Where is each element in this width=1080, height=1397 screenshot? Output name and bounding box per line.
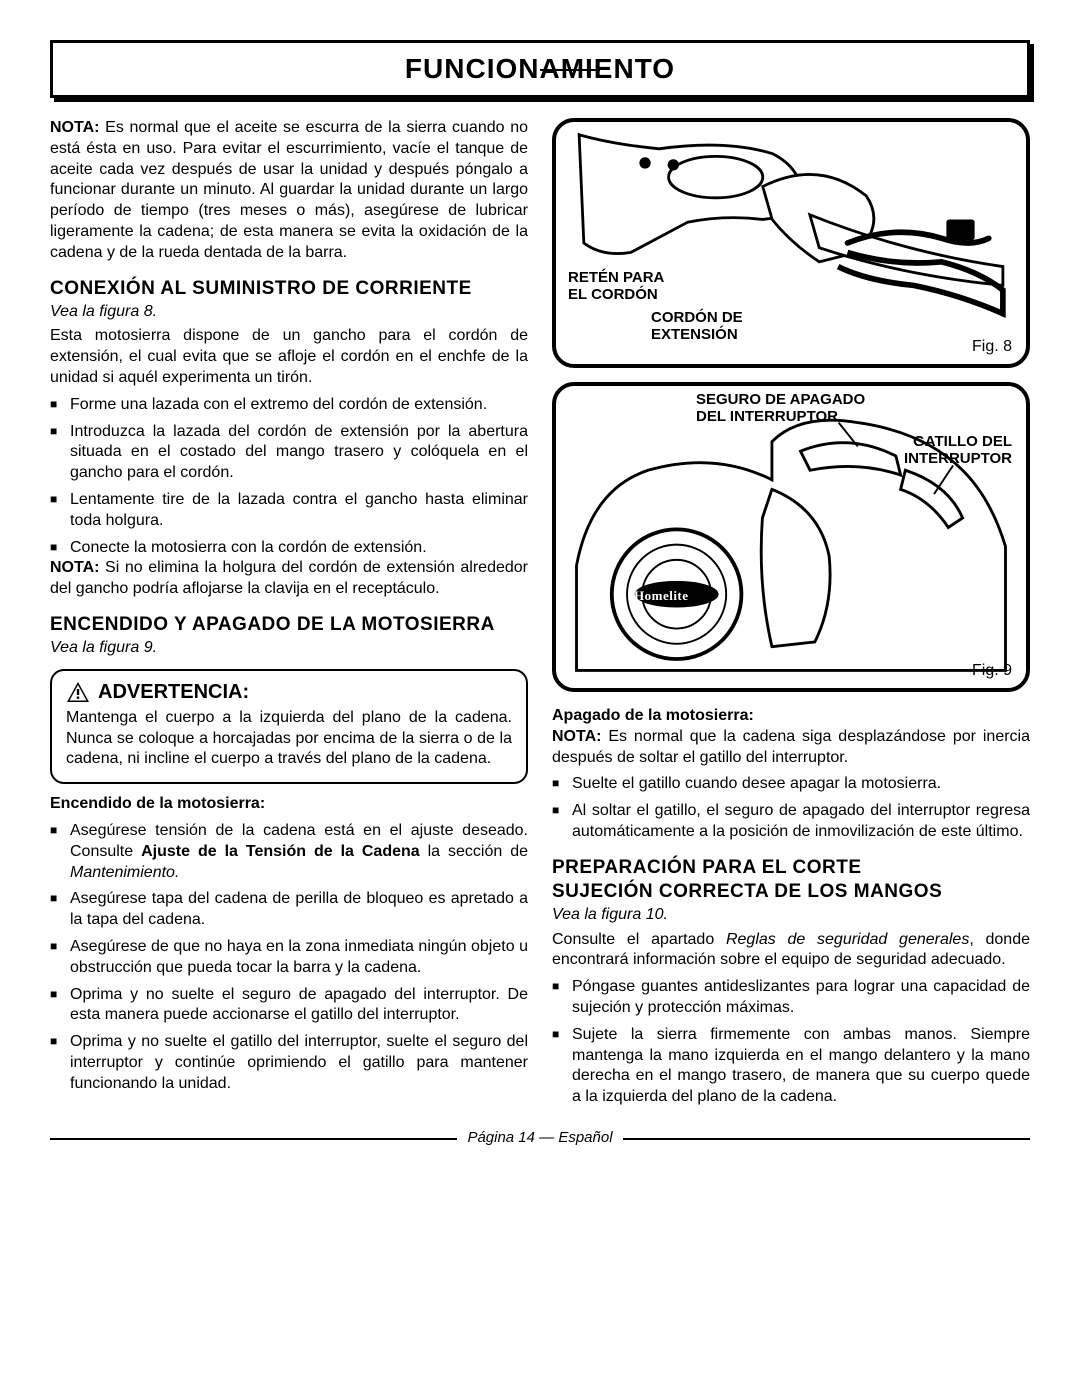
nota-1-label: NOTA: [50,119,99,136]
list-item: Oprima y no suelte el gatillo del interr… [50,1032,528,1094]
nota-1-text: Es normal que el aceite se escurra de la… [50,119,528,261]
nota-3: NOTA: Es normal que la cadena siga despl… [552,727,1030,769]
nota-1: NOTA: Es normal que el aceite se escurra… [50,118,528,264]
warning-box: ADVERTENCIA: Mantenga el cuerpo a la izq… [50,669,528,784]
list-item: Asegúrese tapa del cadena de perilla de … [50,889,528,931]
brand-label: Homelite [634,588,689,604]
right-column: RETÉN PARA EL CORDÓN CORDÓN DE EXTENSIÓN… [552,118,1030,1108]
list-item: Suelte el gatillo cuando desee apagar la… [552,774,1030,795]
nota-2: NOTA: Si no elimina la holgura del cordó… [50,558,528,600]
heading-encendido: ENCENDIDO Y APAGADO DE LA MOTOSIERRA [50,614,528,636]
list-item: Lentamente tire de la lazada contra el g… [50,490,528,532]
chainsaw-fig8-illustration [564,130,1018,356]
encendido-list: Asegúrese tensión de la cadena está en e… [50,821,528,1095]
sub-apagado: Apagado de la motosierra: [552,706,1030,727]
apagado-list: Suelte el gatillo cuando desee apagar la… [552,774,1030,842]
list-item: Forme una lazada con el extremo del cord… [50,395,528,416]
figure-8: RETÉN PARA EL CORDÓN CORDÓN DE EXTENSIÓN… [552,118,1030,368]
fig9-label-1: SEGURO DE APAGADO DEL INTERRUPTOR [696,392,865,425]
nota-2-text: Si no elimina la holgura del cordón de e… [50,559,528,597]
list-item: Sujete la sierra firmemente con ambas ma… [552,1025,1030,1108]
warning-icon [66,681,90,703]
see-fig-9: Vea la figura 9. [50,638,528,659]
fig8-label-2: CORDÓN DE EXTENSIÓN [651,310,743,343]
fig8-number: Fig. 8 [972,338,1012,356]
page-title-box: FUNCIONAMIENTO [50,40,1030,98]
heading-sujecion: SUJECIÓN CORRECTA DE LOS MANGOS [552,881,1030,903]
warning-body: Mantenga el cuerpo a la izquierda del pl… [66,708,512,770]
warning-title-row: ADVERTENCIA: [66,681,512,704]
list-item: Al soltar el gatillo, el seguro de apaga… [552,801,1030,843]
content-columns: NOTA: Es normal que el aceite se escurra… [50,118,1030,1108]
fig8-label-1: RETÉN PARA EL CORDÓN [568,270,664,303]
nota-3-text: Es normal que la cadena siga desplazándo… [552,728,1030,766]
list-item: Introduzca la lazada del cordón de exten… [50,422,528,484]
heading-preparacion: PREPARACIÓN PARA EL CORTE [552,857,1030,879]
prep-list: Póngase guantes antideslizantes para log… [552,977,1030,1108]
page-title: FUNCIONAMIENTO [53,53,1027,85]
nota-2-label: NOTA: [50,559,99,576]
nota-3-label: NOTA: [552,728,601,745]
sub-encendido: Encendido de la motosierra: [50,794,528,815]
page-number: Página 14 — Español [457,1129,622,1146]
figure-9: Homelite SEGURO DE APAGADO DEL INTERRUPT… [552,382,1030,692]
list-item: Conecte la motosierra con la cordón de e… [50,538,528,559]
list-item: Póngase guantes antideslizantes para log… [552,977,1030,1019]
fig9-number: Fig. 9 [972,662,1012,680]
left-column: NOTA: Es normal que el aceite se escurra… [50,118,528,1108]
list-item: Asegúrese de que no haya en la zona inme… [50,937,528,979]
list-item: Asegúrese tensión de la cadena está en e… [50,821,528,883]
prep-paragraph: Consulte el apartado Reglas de seguridad… [552,930,1030,972]
see-fig-8: Vea la figura 8. [50,302,528,323]
conexion-paragraph: Esta motosierra dispone de un gancho par… [50,326,528,388]
page-footer: Página 14 — Español [50,1138,1030,1158]
conexion-list: Forme una lazada con el extremo del cord… [50,395,528,559]
warning-title-text: ADVERTENCIA: [98,681,249,704]
see-fig-10: Vea la figura 10. [552,905,1030,926]
fig9-label-2: GATILLO DEL INTERRUPTOR [904,434,1012,467]
heading-conexion: CONEXIÓN AL SUMINISTRO DE CORRIENTE [50,278,528,300]
list-item: Oprima y no suelte el seguro de apagado … [50,985,528,1027]
